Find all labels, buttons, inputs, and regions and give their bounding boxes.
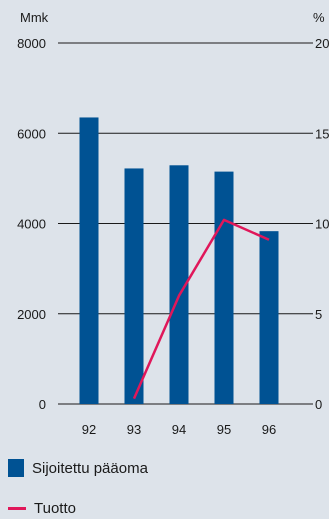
x-axis-ticks: 92 93 94 95 96	[82, 422, 276, 437]
legend-item-invested-capital: Sijoitettu pääoma	[8, 459, 148, 477]
bar-94	[169, 165, 189, 404]
legend-item-return: Tuotto	[8, 500, 76, 517]
x-tick-label-93: 93	[127, 422, 141, 437]
right-axis-unit: %	[313, 10, 325, 25]
legend-line-label: Tuotto	[34, 500, 76, 517]
right-tick-label-0: 0	[315, 397, 322, 412]
x-tick-label-96: 96	[262, 422, 276, 437]
right-tick-label-1: 5	[315, 307, 322, 322]
x-tick-label-95: 95	[217, 422, 231, 437]
legend-line-swatch	[8, 507, 26, 510]
x-tick-label-92: 92	[82, 422, 96, 437]
bar-96	[259, 231, 279, 404]
x-tick-label-94: 94	[172, 422, 186, 437]
right-tick-label-2: 10	[315, 217, 329, 232]
bar-93	[124, 168, 144, 404]
left-tick-label-3: 6000	[17, 126, 46, 141]
return-line	[132, 218, 270, 400]
right-tick-label-3: 15	[315, 126, 329, 141]
right-tick-label-4: 20	[315, 36, 329, 51]
bars	[79, 117, 279, 405]
left-axis-ticks: 0 2000 4000 6000 8000	[17, 36, 46, 412]
right-axis-ticks: 0 5 10 15 20	[315, 36, 329, 412]
left-tick-label-1: 2000	[17, 307, 46, 322]
left-tick-label-0: 0	[39, 397, 46, 412]
bar-95	[214, 171, 234, 404]
line-return	[132, 218, 270, 400]
left-tick-label-4: 8000	[17, 36, 46, 51]
left-tick-label-2: 4000	[17, 217, 46, 232]
left-axis-unit: Mmk	[20, 10, 49, 25]
chart: 0 2000 4000 6000 8000 0 5 10 15 20 92 93 94 95 96 Mm…	[17, 10, 329, 437]
legend-bar-swatch	[8, 459, 24, 477]
legend-bar-label: Sijoitettu pääoma	[32, 459, 148, 477]
bar-92	[79, 117, 99, 405]
